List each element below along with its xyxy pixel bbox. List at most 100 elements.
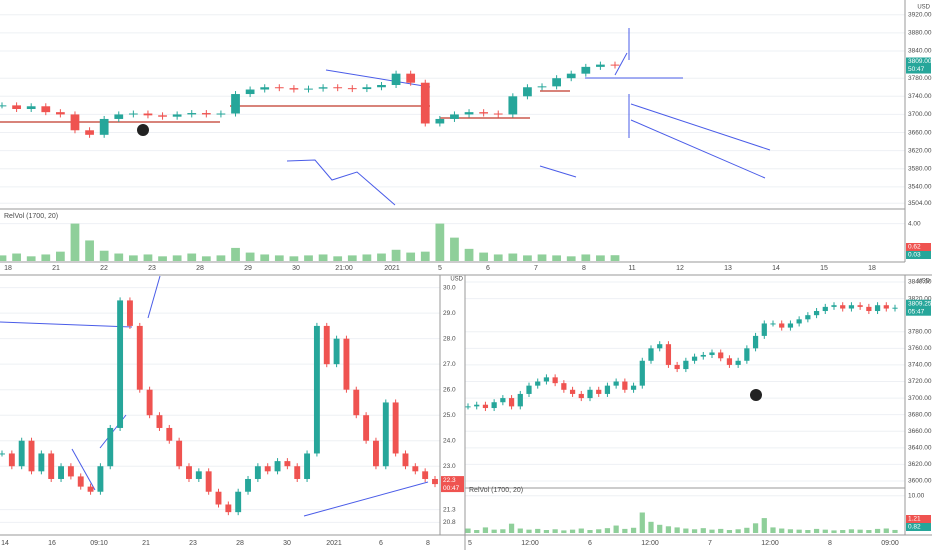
x-tick-label: 14 — [772, 265, 780, 272]
y-tick-label: 3820.00 — [908, 295, 932, 302]
candle — [195, 471, 202, 479]
indicator-name: RelVol (1700, 20) — [469, 487, 523, 494]
x-tick-label: 14 — [1, 540, 9, 547]
volume-bar — [857, 529, 863, 533]
volume-bar — [143, 254, 153, 261]
candle — [0, 105, 7, 107]
x-tick-label: 16 — [48, 540, 56, 547]
volume-bar — [735, 529, 741, 533]
x-tick-label: 8 — [582, 265, 586, 272]
candle — [432, 478, 438, 485]
volume-bar — [691, 529, 698, 533]
candle — [77, 476, 84, 487]
x-tick-label: 09:00 — [881, 540, 899, 547]
candle — [482, 404, 489, 409]
candle — [813, 311, 820, 316]
volume-bar — [892, 529, 898, 533]
price-label-bg — [906, 299, 931, 316]
volume-bar — [318, 254, 328, 261]
y-tick-label: 30.0 — [443, 284, 456, 291]
indicator-label-bg — [906, 243, 931, 251]
volume-bar — [700, 528, 706, 533]
candle — [382, 402, 389, 467]
x-tick-label: 18 — [868, 265, 876, 272]
candle — [235, 491, 242, 513]
y-tick-label: 23.0 — [443, 463, 456, 470]
trend-line — [325, 69, 431, 88]
candle — [67, 466, 74, 477]
countdown: 00:47 — [443, 485, 460, 492]
volume-bar — [537, 254, 547, 261]
candle — [362, 87, 372, 90]
candle — [323, 325, 330, 365]
candle — [787, 323, 794, 328]
candle — [537, 86, 547, 88]
candle — [796, 319, 802, 324]
indicator-label: 0.82 — [908, 524, 921, 531]
countdown: 05:47 — [908, 308, 925, 315]
currency-label: USD — [917, 279, 930, 285]
volume-bar — [435, 223, 445, 261]
candle — [56, 112, 65, 115]
candle — [552, 78, 561, 87]
volume-bar — [420, 251, 430, 261]
candle — [274, 87, 284, 89]
candle — [883, 305, 889, 309]
candle — [831, 305, 837, 307]
y-tick-label: 3540.00 — [908, 184, 932, 191]
volume-bar — [0, 255, 7, 261]
candle — [146, 389, 153, 416]
volume-bar — [450, 237, 459, 261]
volume-bar — [674, 527, 680, 533]
volume-bar — [12, 253, 21, 261]
candle — [848, 305, 855, 309]
x-tick-label: 09:10 — [90, 540, 108, 547]
volume-bar — [610, 255, 620, 261]
candle — [176, 440, 183, 467]
volume-bar — [85, 240, 94, 261]
volume-bar — [831, 530, 837, 533]
volume-bar — [566, 256, 576, 261]
volume-bar — [114, 253, 124, 261]
x-tick-label: 28 — [236, 540, 244, 547]
candle — [517, 393, 523, 407]
candle — [187, 113, 197, 115]
x-tick-label: 21 — [52, 265, 60, 272]
x-tick-label: 30 — [292, 265, 300, 272]
event-icon[interactable] — [750, 389, 762, 401]
currency-label: USD — [450, 277, 463, 283]
candle — [665, 344, 672, 365]
x-tick-label: 29 — [244, 265, 252, 272]
candle — [552, 377, 558, 384]
x-tick-label: 28 — [196, 265, 204, 272]
x-tick-label: 6 — [588, 540, 592, 547]
y-tick-label: 3840.00 — [908, 279, 932, 286]
volume-bar — [596, 529, 602, 533]
x-tick-label: 12 — [676, 265, 684, 272]
candle — [422, 471, 429, 479]
event-icon[interactable] — [137, 124, 149, 136]
candle — [657, 344, 663, 349]
y-tick-label: 27.0 — [443, 361, 456, 368]
trend-line — [71, 448, 96, 491]
candle — [822, 306, 828, 312]
y-tick-label: 3620.00 — [908, 461, 932, 468]
y-tick-label: 10.00 — [908, 492, 925, 499]
volume-bar — [813, 528, 820, 533]
volume-bar — [508, 523, 515, 533]
volume-bar — [158, 256, 167, 261]
volume-bar — [569, 529, 576, 533]
candle — [126, 300, 133, 326]
candle — [391, 73, 401, 85]
y-tick-label: 3780.00 — [908, 328, 932, 335]
candle — [752, 335, 759, 349]
countdown: 50:47 — [908, 66, 925, 73]
candle — [333, 87, 343, 89]
candle — [735, 360, 741, 365]
candle — [604, 385, 611, 394]
y-tick-label: 20.8 — [443, 519, 456, 526]
x-tick-label: 2021 — [326, 540, 342, 547]
candle — [508, 96, 518, 115]
candle — [186, 466, 192, 479]
